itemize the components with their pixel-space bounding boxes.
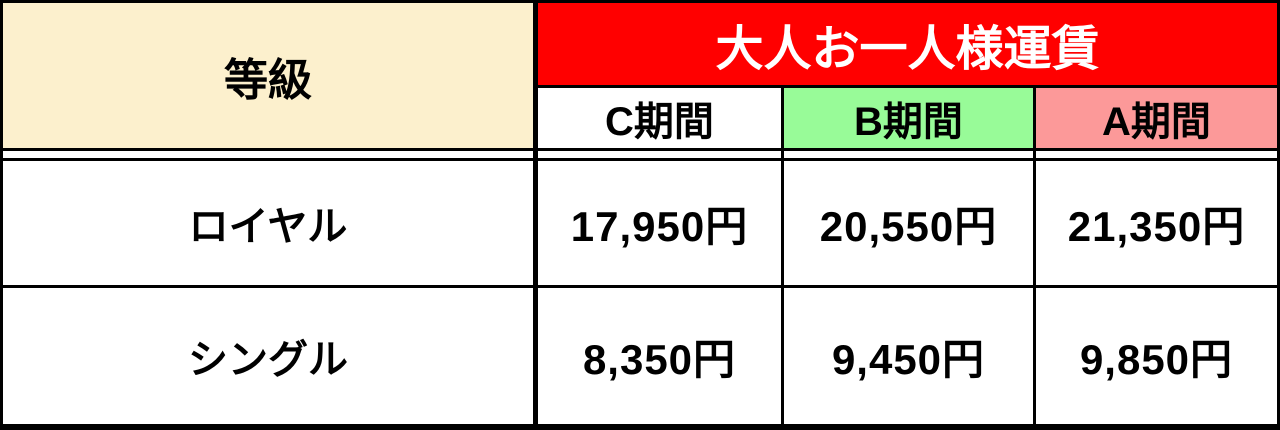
fare-cell: 21,350円 <box>1033 161 1277 288</box>
double-border-divider <box>1033 148 1277 161</box>
fare-cell: 20,550円 <box>781 161 1033 288</box>
fare-cell: 8,350円 <box>533 288 781 424</box>
fare-cell: 9,850円 <box>1033 288 1277 424</box>
period-header-b: B期間 <box>781 88 1033 148</box>
grade-header-cell: 等級 <box>3 3 533 148</box>
fare-header-cell: 大人お一人様運賃 <box>533 3 1277 88</box>
period-header-a: A期間 <box>1033 88 1277 148</box>
double-border-divider <box>781 148 1033 161</box>
grade-cell: シングル <box>188 338 348 382</box>
double-border-divider <box>533 148 781 161</box>
period-header-c: C期間 <box>533 88 781 148</box>
grade-cell: ロイヤル <box>3 161 533 288</box>
fare-cell: 9,450円 <box>781 288 1033 424</box>
double-border-divider <box>3 148 533 161</box>
fare-cell: 17,950円 <box>533 161 781 288</box>
